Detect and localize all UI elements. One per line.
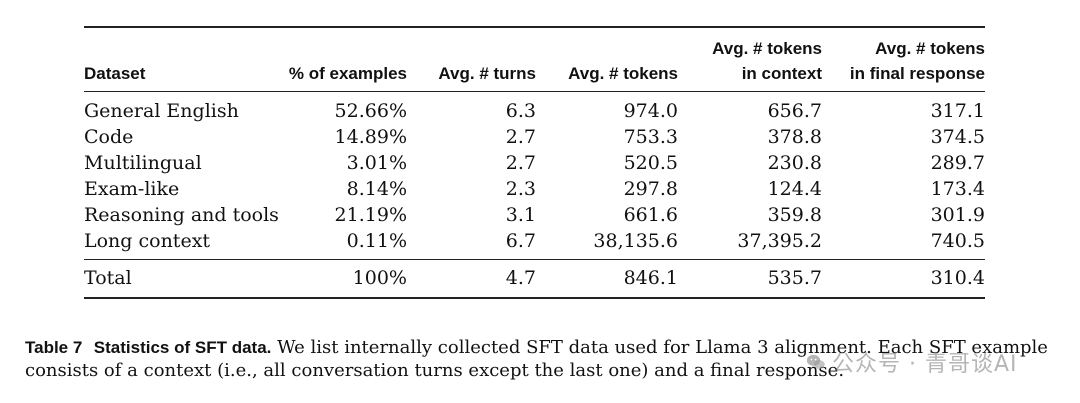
cell-percent: 14.89% (334, 126, 407, 148)
cell-tokens: 753.3 (623, 126, 678, 148)
cell-turns: 2.7 (505, 126, 536, 148)
cell-tokens-final: 301.9 (930, 204, 985, 226)
cell-turns: 6.7 (505, 230, 536, 252)
cell-tokens-context: 37,395.2 (737, 230, 822, 252)
cell-total-turns: 4.7 (505, 267, 536, 289)
cell-tokens: 974.0 (623, 100, 678, 122)
cell-percent: 3.01% (346, 152, 407, 174)
cell-tokens: 520.5 (623, 152, 678, 174)
cell-tokens-context: 359.8 (767, 204, 822, 226)
cell-tokens-context: 656.7 (767, 100, 822, 122)
cell-total-tokens: 846.1 (623, 267, 678, 289)
cell-percent: 8.14% (346, 178, 407, 200)
cell-turns: 3.1 (505, 204, 536, 226)
cell-tokens: 38,135.6 (593, 230, 678, 252)
table-header: Dataset % of examples Avg. # turns Avg. … (84, 27, 985, 92)
cell-percent: 0.11% (346, 230, 407, 252)
caption-label: Table 7 (25, 338, 83, 357)
cell-tokens-final: 374.5 (930, 126, 985, 148)
cell-tokens-context: 378.8 (767, 126, 822, 148)
header-avg-tokens-final-response: Avg. # tokens in final response (849, 39, 985, 83)
cell-tokens-final: 740.5 (930, 230, 985, 252)
cell-dataset: General English (84, 100, 239, 122)
cell-tokens-context: 124.4 (767, 178, 822, 200)
header-avg-turns: Avg. # turns (438, 64, 536, 83)
total-row: Total 100% 4.7 846.1 535.7 310.4 (84, 259, 985, 298)
cell-tokens-final: 173.4 (930, 178, 985, 200)
cell-percent: 21.19% (334, 204, 407, 226)
cell-dataset: Multilingual (84, 152, 202, 174)
table-total: Total 100% 4.7 846.1 535.7 310.4 (84, 259, 985, 298)
cell-tokens-final: 289.7 (930, 152, 985, 174)
caption-text: We list internally collected SFT data us… (25, 337, 1048, 381)
cell-turns: 6.3 (505, 100, 536, 122)
cell-turns: 2.3 (505, 178, 536, 200)
table-row: Exam-like 8.14% 2.3 297.8 124.4 173.4 (84, 176, 985, 202)
cell-total-label: Total (84, 267, 132, 289)
cell-tokens-context: 230.8 (767, 152, 822, 174)
table-row: Code 14.89% 2.7 753.3 378.8 374.5 (84, 124, 985, 150)
cell-tokens-final: 317.1 (930, 100, 985, 122)
cell-total-percent: 100% (352, 267, 407, 289)
header-dataset: Dataset (84, 64, 146, 83)
cell-percent: 52.66% (334, 100, 407, 122)
cell-tokens: 297.8 (623, 178, 678, 200)
table-row: Reasoning and tools 21.19% 3.1 661.6 359… (84, 202, 985, 228)
table-caption: Table 7 Statistics of SFT data. We list … (25, 336, 1065, 382)
table-body: General English 52.66% 6.3 974.0 656.7 3… (84, 92, 985, 260)
cell-dataset: Long context (84, 230, 211, 252)
cell-dataset: Code (84, 126, 134, 148)
sft-statistics-table-container: Dataset % of examples Avg. # turns Avg. … (84, 26, 985, 299)
cell-dataset: Exam-like (84, 178, 180, 200)
caption-title: Statistics of SFT data. (93, 338, 272, 357)
table-row: Long context 0.11% 6.7 38,135.6 37,395.2… (84, 228, 985, 260)
header-avg-tokens-context: Avg. # tokens in context (712, 39, 822, 83)
cell-tokens: 661.6 (623, 204, 678, 226)
table-row: General English 52.66% 6.3 974.0 656.7 3… (84, 92, 985, 125)
cell-total-tokens-context: 535.7 (767, 267, 822, 289)
sft-statistics-table: Dataset % of examples Avg. # turns Avg. … (84, 26, 985, 299)
cell-dataset: Reasoning and tools (84, 204, 279, 226)
cell-total-tokens-final: 310.4 (930, 267, 985, 289)
header-percent-examples: % of examples (288, 64, 407, 83)
cell-turns: 2.7 (505, 152, 536, 174)
table-row: Multilingual 3.01% 2.7 520.5 230.8 289.7 (84, 150, 985, 176)
header-avg-tokens: Avg. # tokens (568, 64, 678, 83)
